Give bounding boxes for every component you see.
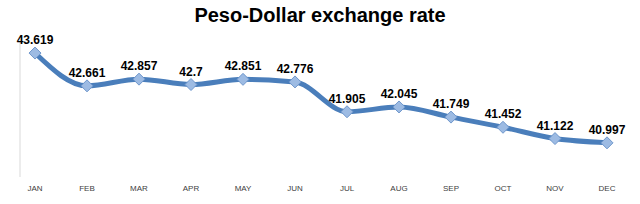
svg-text:FEB: FEB [79,184,95,193]
svg-text:MAY: MAY [235,184,252,193]
svg-text:41.749: 41.749 [433,97,470,111]
svg-text:APR: APR [183,184,200,193]
svg-text:42.7: 42.7 [179,65,203,79]
svg-text:42.776: 42.776 [277,62,314,76]
svg-text:MAR: MAR [130,184,148,193]
svg-text:OCT: OCT [495,184,512,193]
html-text:Peso-Dollar exchange rate: Peso-Dollar exchange rate [194,4,446,26]
svg-text:42.045: 42.045 [381,87,418,101]
svg-text:42.857: 42.857 [121,59,158,73]
svg-text:JAN: JAN [27,184,42,193]
svg-text:41.122: 41.122 [537,119,574,133]
svg-text:41.905: 41.905 [329,92,366,106]
svg-text:40.997: 40.997 [589,123,626,137]
svg-text:43.619: 43.619 [17,33,54,47]
svg-text:NOV: NOV [546,184,564,193]
svg-text:DEC: DEC [599,184,616,193]
svg-text:42.661: 42.661 [69,66,106,80]
svg-text:JUL: JUL [340,184,355,193]
svg-text:JUN: JUN [287,184,303,193]
svg-text:AUG: AUG [390,184,407,193]
svg-text:42.851: 42.851 [225,59,262,73]
svg-text:SEP: SEP [443,184,459,193]
svg-text:41.452: 41.452 [485,107,522,121]
